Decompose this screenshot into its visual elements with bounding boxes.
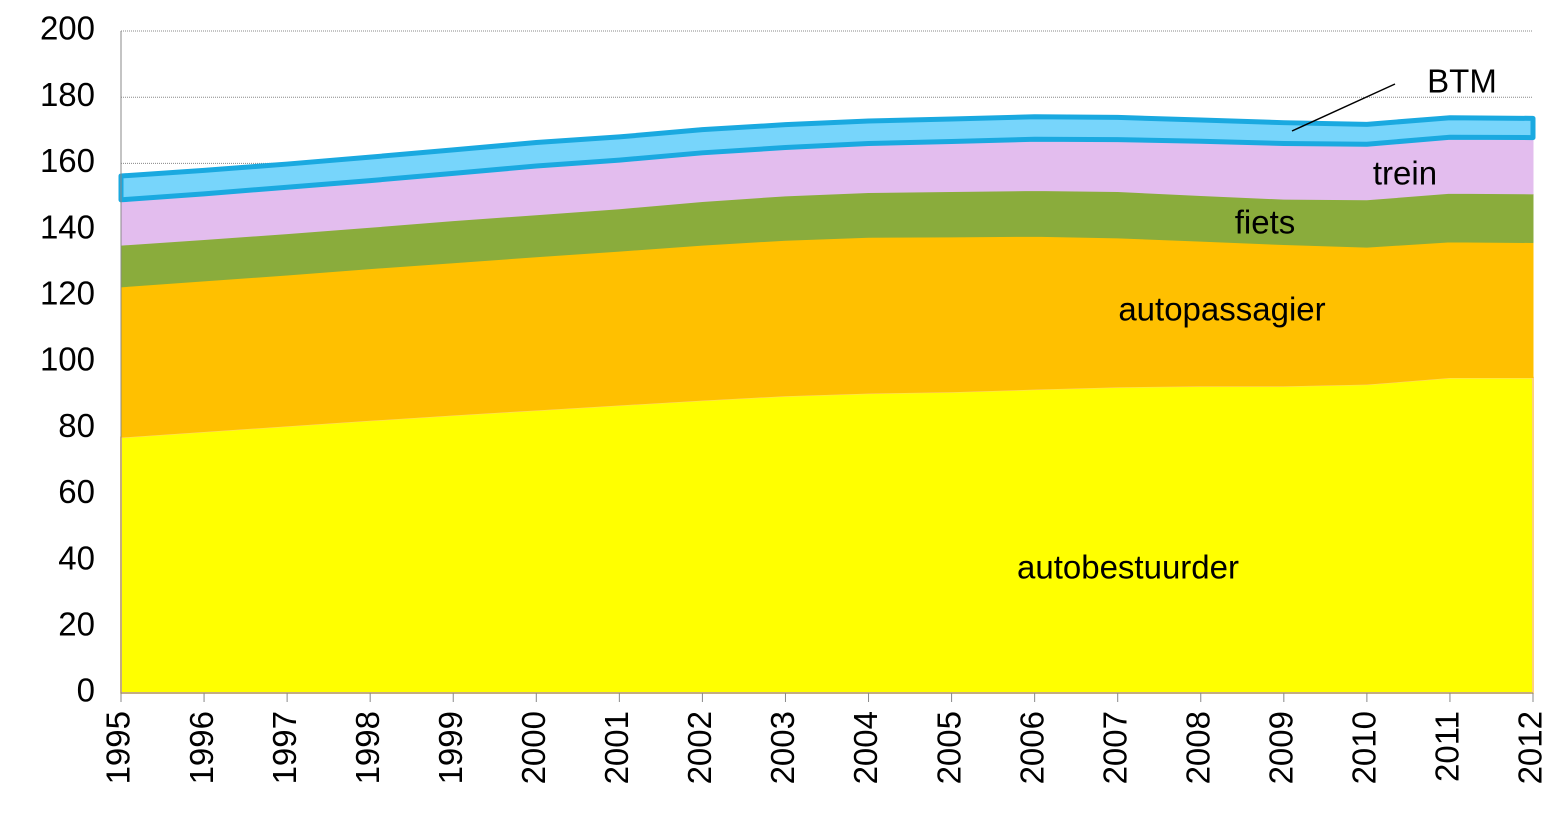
x-tick-label: 2003 bbox=[764, 711, 801, 784]
x-tick-label: 2002 bbox=[681, 711, 718, 784]
x-tick-label: 2004 bbox=[847, 711, 884, 784]
x-tick-label: 2005 bbox=[930, 711, 967, 784]
x-tick-label: 2012 bbox=[1512, 711, 1549, 784]
y-tick-label: 20 bbox=[58, 606, 95, 643]
y-tick-label: 0 bbox=[77, 672, 95, 709]
series-label: autopassagier bbox=[1118, 291, 1325, 328]
area bbox=[120, 376, 1534, 694]
x-tick-label: 1997 bbox=[266, 711, 303, 784]
x-tick-label: 1996 bbox=[183, 711, 220, 784]
y-tick-label: 100 bbox=[40, 341, 95, 378]
x-tick-label: 1995 bbox=[100, 711, 137, 784]
series-label: trein bbox=[1373, 155, 1437, 192]
x-tick-label: 2009 bbox=[1263, 711, 1300, 784]
y-tick-label: 40 bbox=[58, 539, 95, 576]
series-label: autobestuurder bbox=[1017, 549, 1239, 586]
x-tick-label: 2010 bbox=[1346, 711, 1383, 784]
axes bbox=[120, 31, 1534, 702]
y-tick-label: 60 bbox=[58, 473, 95, 510]
series-label: BTM bbox=[1427, 63, 1497, 100]
labels: 0 20 40 60 80 100 120 140 160 180 200 1995 1996 1997 1… bbox=[40, 10, 1549, 785]
y-tick-label: 160 bbox=[40, 142, 95, 179]
x-tick-label: 2001 bbox=[598, 711, 635, 784]
areas bbox=[118, 114, 1536, 694]
x-tick-label: 2000 bbox=[515, 711, 552, 784]
x-tick-label: 1999 bbox=[432, 711, 469, 784]
y-tick-label: 120 bbox=[40, 275, 95, 312]
x-tick-label: 1998 bbox=[349, 711, 386, 784]
y-tick-label: 200 bbox=[40, 10, 95, 47]
x-tick-label: 2006 bbox=[1013, 711, 1050, 784]
x-tick-label: 2007 bbox=[1096, 711, 1133, 784]
y-tick-label: 80 bbox=[58, 407, 95, 444]
leader-line bbox=[1291, 83, 1396, 132]
area bbox=[118, 114, 1536, 203]
x-tick-label: 2011 bbox=[1429, 711, 1466, 782]
y-tick-label: 140 bbox=[40, 208, 95, 245]
x-tick-label: 2008 bbox=[1179, 711, 1216, 784]
y-tick-label: 180 bbox=[40, 76, 95, 113]
series-label: fiets bbox=[1235, 204, 1296, 241]
